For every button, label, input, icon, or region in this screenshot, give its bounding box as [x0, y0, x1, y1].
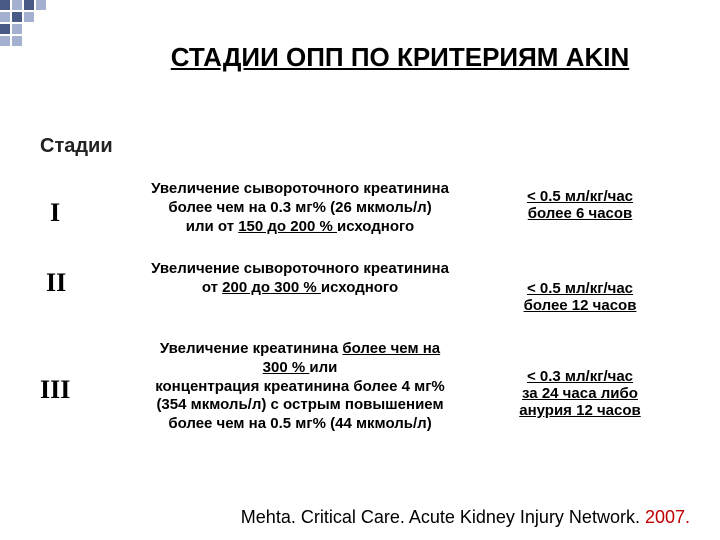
citation: Mehta. Critical Care. Acute Kidney Injur…	[0, 507, 690, 528]
crit-line: Увеличение сывороточного креатинина	[151, 260, 449, 277]
crit-line-post: исходного	[337, 218, 414, 235]
citation-year: 2007.	[645, 507, 690, 527]
crit-line: более чем на 0.3 мг% (26 мкмоль/л)	[168, 199, 431, 216]
creatinine-criteria: Увеличение сывороточного креатинина боле…	[130, 180, 470, 236]
crit-line-underline: 200 до 300 %	[222, 279, 321, 296]
crit-line-pre: от	[202, 279, 222, 296]
urine-line: за 24 часа либо	[522, 385, 638, 402]
crit-line-underline: 150 до 200 %	[238, 218, 337, 235]
creatinine-criteria: Увеличение креатинина более чем на 300 %…	[130, 340, 470, 434]
stage-number: III	[40, 375, 70, 405]
crit-line: концентрация креатинина более 4 мг%	[155, 378, 445, 395]
crit-line-underline: более чем на	[342, 340, 440, 357]
creatinine-criteria: Увеличение сывороточного креатинина от 2…	[130, 260, 470, 298]
stage-number: II	[46, 268, 66, 298]
crit-line: более чем на 0.5 мг% (44 мкмоль/л)	[168, 415, 431, 432]
urine-line: < 0.3 мл/кг/час	[527, 368, 633, 385]
urine-line: анурия 12 часов	[519, 402, 640, 419]
crit-line-underline: 300 %	[263, 359, 310, 376]
urine-output-criteria: < 0.3 мл/кг/час за 24 часа либо анурия 1…	[480, 368, 680, 419]
urine-output-criteria: < 0.5 мл/кг/час более 6 часов	[480, 188, 680, 222]
urine-line: более 12 часов	[524, 297, 637, 314]
page-title: СТАДИИ ОПП ПО КРИТЕРИЯМ AKIN	[110, 42, 690, 73]
stage-number: I	[50, 198, 60, 228]
column-header-stages: Стадии	[40, 135, 113, 158]
crit-line-pre: Увеличение креатинина	[160, 340, 343, 357]
crit-line-pre: или от	[186, 218, 238, 235]
urine-line: < 0.5 мл/кг/час	[527, 188, 633, 205]
citation-text: Mehta. Critical Care. Acute Kidney Injur…	[241, 507, 645, 527]
crit-line: (354 мкмоль/л) с острым повышением	[156, 396, 443, 413]
urine-line: более 6 часов	[528, 205, 633, 222]
urine-output-criteria: < 0.5 мл/кг/час более 12 часов	[480, 280, 680, 314]
crit-line-post: или	[309, 359, 337, 376]
crit-line: Увеличение сывороточного креатинина	[151, 180, 449, 197]
urine-line: < 0.5 мл/кг/час	[527, 280, 633, 297]
crit-line-post: исходного	[321, 279, 398, 296]
